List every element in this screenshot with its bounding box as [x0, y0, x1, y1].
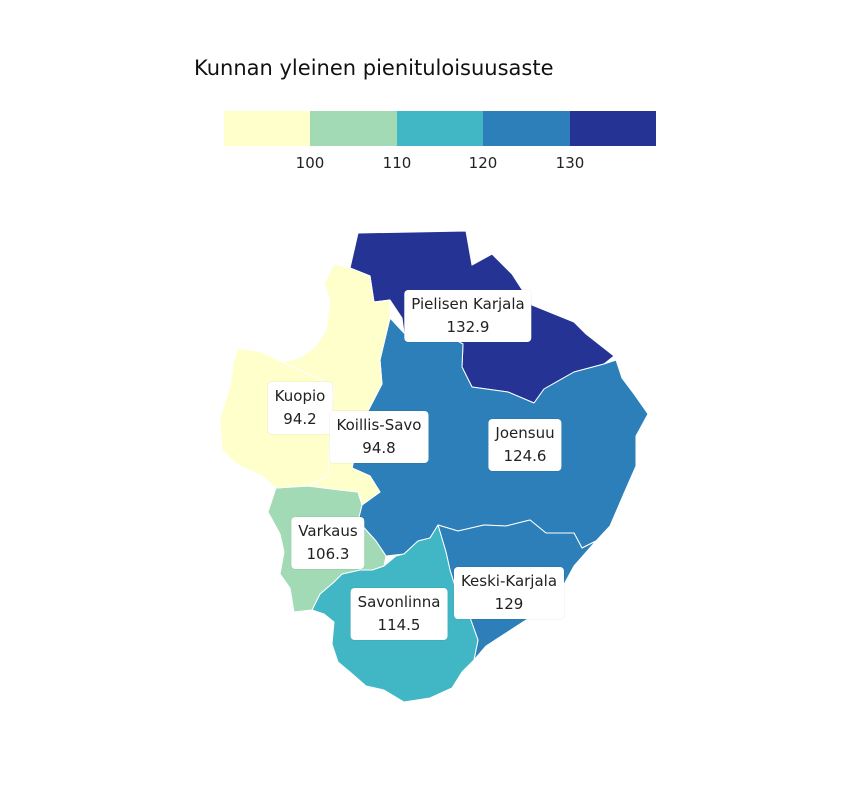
region-value: 114.5 — [377, 616, 421, 634]
legend-tick-label: 100 — [295, 154, 325, 172]
region-name: Savonlinna — [357, 593, 441, 611]
label-kuopio: Kuopio 94.2 — [267, 382, 333, 434]
legend-swatch — [569, 111, 657, 146]
region-value: 132.9 — [446, 318, 490, 336]
legend-tick-label: 110 — [382, 154, 412, 172]
region-name: Kuopio — [274, 387, 326, 405]
region-name: Varkaus — [298, 522, 358, 540]
region-value: 106.3 — [306, 545, 350, 563]
legend-swatch — [483, 111, 570, 146]
legend-tick-label: 130 — [555, 154, 585, 172]
region-name: Koillis-Savo — [336, 416, 422, 434]
label-joensuu: Joensuu 124.6 — [488, 419, 562, 471]
map-title: Kunnan yleinen pienituloisuusaste — [194, 56, 554, 80]
legend-swatch — [310, 111, 397, 146]
region-value: 94.2 — [283, 410, 317, 428]
label-pielisen-karjala: Pielisen Karjala 132.9 — [404, 290, 532, 342]
label-varkaus: Varkaus 106.3 — [291, 517, 365, 569]
color-legend — [224, 111, 657, 146]
label-keski-karjala: Keski-Karjala 129 — [453, 567, 565, 619]
region-value: 129 — [494, 595, 524, 613]
region-koillis-savo[interactable] — [281, 263, 391, 506]
region-value: 124.6 — [503, 447, 547, 465]
region-name: Pielisen Karjala — [411, 295, 525, 313]
legend-tick-label: 120 — [468, 154, 498, 172]
label-koillis-savo: Koillis-Savo 94.8 — [329, 411, 429, 463]
legend-swatch — [224, 111, 311, 146]
region-name: Keski-Karjala — [460, 572, 558, 590]
legend-swatch — [396, 111, 484, 146]
region-value: 94.8 — [362, 439, 396, 457]
label-savonlinna: Savonlinna 114.5 — [350, 588, 448, 640]
region-name: Joensuu — [495, 424, 555, 442]
